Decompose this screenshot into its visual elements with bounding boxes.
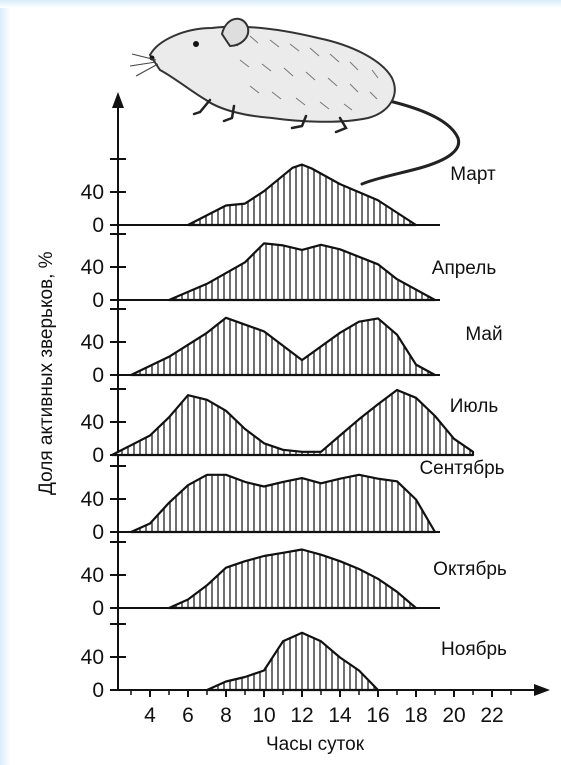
x-tick-label: 6 (182, 704, 194, 727)
rat-fur (229, 35, 379, 111)
y-tick-label: 0 (92, 364, 104, 387)
rat-legs (192, 98, 348, 134)
series-label: Май (465, 324, 502, 345)
y-tick-label: 0 (92, 214, 104, 237)
series-label: Ноябрь (441, 639, 507, 660)
y-tick-label: 0 (92, 597, 104, 620)
series-label: Октябрь (433, 559, 507, 580)
y-tick-label: 40 (81, 181, 104, 204)
y-tick-label: 40 (81, 411, 104, 434)
x-tick-label: 22 (480, 704, 503, 727)
y-tick-label: 40 (81, 564, 104, 587)
series-label: Июль (450, 396, 499, 417)
rat-illustration (129, 18, 461, 186)
series-6: 0 40 Октябрь (81, 541, 507, 620)
activity-area (167, 548, 418, 610)
series-label: Апрель (432, 258, 497, 279)
rat-ear (220, 18, 250, 48)
x-tick-label: 8 (220, 704, 232, 727)
rat-tail (360, 98, 461, 186)
rat-eye (193, 41, 199, 47)
y-tick-label: 0 (92, 679, 104, 702)
x-tick-label: 4 (144, 704, 156, 727)
activity-area (129, 316, 437, 377)
y-tick-label: 0 (92, 444, 104, 467)
y-tick-label: 40 (81, 331, 104, 354)
y-tick-label: 0 (92, 521, 104, 544)
series-3: 0 40 Май (81, 308, 503, 387)
series-5: 0 40 Сентябрь (81, 458, 505, 544)
series-label: Сентябрь (419, 458, 504, 479)
activity-area (167, 242, 437, 302)
rat-body (148, 25, 396, 123)
y-axis-title: Доля активных зверьков, % (36, 251, 57, 495)
series-4: 0 40 Июль (81, 388, 499, 467)
y-tick-label: 40 (81, 256, 104, 279)
activity-area (110, 388, 475, 457)
activity-area (205, 631, 380, 692)
y-tick-label: 40 (81, 646, 104, 669)
x-tick-label: 16 (366, 704, 389, 727)
x-tick-label: 10 (252, 704, 275, 727)
series-1: 0 40 Март (81, 158, 496, 237)
x-tick-label: 14 (328, 704, 352, 727)
x-axis-title: Часы суток (266, 734, 365, 755)
y-tick-label: 0 (92, 289, 104, 312)
x-tick-label: 18 (404, 704, 427, 727)
frame-left-edge (0, 0, 10, 765)
activity-area (186, 163, 418, 227)
y-tick-label: 40 (81, 488, 104, 511)
x-tick-label: 12 (290, 704, 313, 727)
frame-top-edge (0, 0, 561, 8)
series-2: 0 40 Апрель (81, 233, 497, 312)
arrow-icon (534, 684, 550, 696)
arrow-icon (112, 92, 124, 108)
series-7: 0 40 Ноябрь (81, 623, 507, 702)
rat-whiskers (129, 53, 159, 77)
activity-area (129, 473, 437, 534)
x-tick-label: 20 (442, 704, 465, 727)
series-label: Март (450, 164, 496, 185)
